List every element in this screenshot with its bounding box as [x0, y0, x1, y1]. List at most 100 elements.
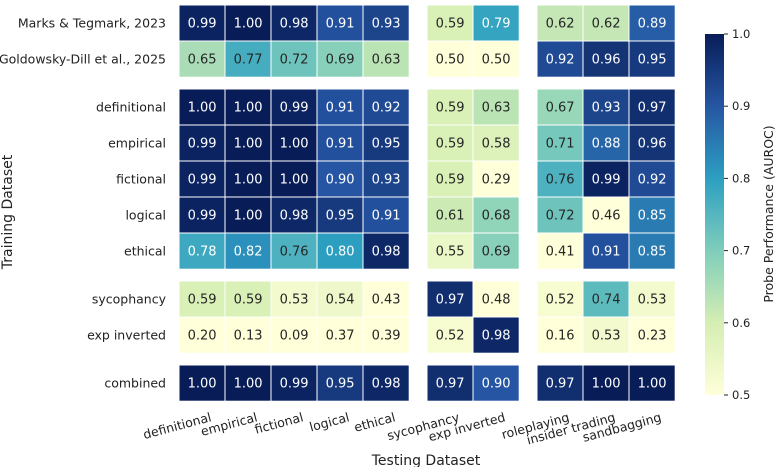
heatmap-cell-label: 0.69 — [326, 53, 355, 68]
heatmap-cell — [362, 196, 410, 234]
heatmap-cell-label: 0.78 — [188, 245, 217, 260]
heatmap-cell-label: 0.98 — [280, 209, 309, 224]
heatmap-cell-label: 0.23 — [638, 329, 667, 344]
heatmap-cell-label: 0.53 — [280, 293, 309, 308]
heatmap-cell — [270, 196, 318, 234]
heatmap-cell — [178, 88, 226, 126]
heatmap-cell-label: 0.59 — [436, 173, 465, 188]
heatmap-cell-label: 0.37 — [326, 329, 355, 344]
row-label: Marks & Tegmark, 2023 — [18, 16, 166, 31]
x-axis-title: Testing Dataset — [371, 453, 481, 467]
heatmap-cell — [426, 280, 474, 318]
heatmap-cell — [224, 4, 272, 42]
heatmap-cell-label: 0.93 — [592, 101, 621, 116]
colorbar-tick-label: 0.7 — [732, 244, 750, 258]
heatmap-cell — [536, 316, 584, 354]
row-label: definitional — [96, 100, 166, 115]
heatmap-cell — [362, 40, 410, 78]
heatmap-cell-label: 0.77 — [234, 53, 263, 68]
heatmap-cell — [582, 232, 630, 270]
heatmap-cell-label: 0.43 — [372, 293, 401, 308]
heatmap-cell-label: 0.90 — [326, 173, 355, 188]
heatmap-cell-label: 0.95 — [372, 137, 401, 152]
heatmap-cell — [628, 316, 676, 354]
heatmap-cell — [536, 40, 584, 78]
heatmap-cell-label: 1.00 — [280, 137, 309, 152]
heatmap-cell — [224, 316, 272, 354]
heatmap-cell-label: 0.59 — [436, 101, 465, 116]
heatmap-cell — [178, 4, 226, 42]
heatmap-cell — [426, 160, 474, 198]
y-axis-title: Training Dataset — [0, 154, 16, 270]
heatmap-cell-label: 1.00 — [638, 377, 667, 392]
heatmap-cell-label: 0.96 — [592, 53, 621, 68]
colorbar-gradient — [705, 34, 724, 395]
heatmap-cell-label: 0.55 — [436, 245, 465, 260]
heatmap-cell — [472, 40, 520, 78]
heatmap-cell — [472, 232, 520, 270]
heatmap-cell-label: 1.00 — [234, 101, 263, 116]
heatmap-cell-label: 0.69 — [482, 245, 511, 260]
heatmap-cell — [628, 124, 676, 162]
heatmap-cell-label: 0.92 — [546, 53, 575, 68]
heatmap-cell — [316, 316, 364, 354]
heatmap-cell-label: 0.99 — [188, 137, 217, 152]
heatmap-cell — [270, 316, 318, 354]
heatmap-cell-label: 0.46 — [592, 209, 621, 224]
heatmap-cell-label: 1.00 — [234, 377, 263, 392]
heatmap-cell — [536, 280, 584, 318]
heatmap-cell-label: 0.95 — [638, 53, 667, 68]
colorbar-tick-label: 0.6 — [732, 316, 750, 330]
heatmap-cell — [270, 40, 318, 78]
heatmap-cell-label: 0.53 — [592, 329, 621, 344]
heatmap-cell — [628, 40, 676, 78]
column-label: fictional — [253, 409, 305, 436]
heatmap-cell — [628, 232, 676, 270]
heatmap-cell-label: 0.92 — [638, 173, 667, 188]
heatmap-cell-label: 0.50 — [436, 53, 465, 68]
heatmap-cell-label: 0.39 — [372, 329, 401, 344]
heatmap-cell — [270, 88, 318, 126]
heatmap-cell-label: 0.09 — [280, 329, 309, 344]
heatmap-cell-label: 1.00 — [234, 137, 263, 152]
heatmap-cell-label: 0.59 — [436, 137, 465, 152]
heatmap-cell — [628, 364, 676, 402]
heatmap-cell — [362, 364, 410, 402]
heatmap-cell-label: 0.97 — [436, 293, 465, 308]
colorbar: Probe Performance (AUROC) 0.5 0.6 0.7 0.8 0.… — [705, 27, 776, 402]
row-label: fictional — [116, 172, 166, 187]
heatmap-cell — [472, 124, 520, 162]
heatmap-cell-label: 0.80 — [326, 245, 355, 260]
row-label: logical — [125, 208, 166, 223]
heatmap-cell-label: 0.59 — [234, 293, 263, 308]
heatmap-cell — [536, 232, 584, 270]
heatmap-cell-label: 0.74 — [592, 293, 621, 308]
heatmap-cell-label: 0.62 — [592, 17, 621, 32]
heatmap-cell-label: 0.82 — [234, 245, 263, 260]
heatmap-cell-label: 1.00 — [234, 209, 263, 224]
row-label: empirical — [108, 136, 166, 151]
heatmap-cell — [536, 88, 584, 126]
heatmap-cell-label: 0.89 — [638, 17, 667, 32]
heatmap-cell — [582, 88, 630, 126]
heatmap-cell — [582, 316, 630, 354]
heatmap-cell-label: 0.63 — [372, 53, 401, 68]
heatmap-cell-label: 0.91 — [592, 245, 621, 260]
heatmap-cell — [316, 364, 364, 402]
heatmap-cell — [426, 4, 474, 42]
heatmap-cell-label: 0.61 — [436, 209, 465, 224]
heatmap-cell-label: 0.98 — [372, 377, 401, 392]
heatmap-cell-label: 0.98 — [482, 329, 511, 344]
heatmap-cell-label: 0.59 — [436, 17, 465, 32]
heatmap-cell — [362, 316, 410, 354]
heatmap-cell — [628, 88, 676, 126]
heatmap-cell-label: 0.62 — [546, 17, 575, 32]
heatmap-cell — [224, 40, 272, 78]
heatmap-cell — [536, 364, 584, 402]
heatmap-cell — [426, 364, 474, 402]
heatmap-cell — [426, 316, 474, 354]
heatmap-cell — [224, 232, 272, 270]
colorbar-tick-label: 1.0 — [732, 27, 750, 41]
heatmap-cell-label: 0.96 — [638, 137, 667, 152]
colorbar-tick-label: 0.8 — [732, 171, 750, 185]
